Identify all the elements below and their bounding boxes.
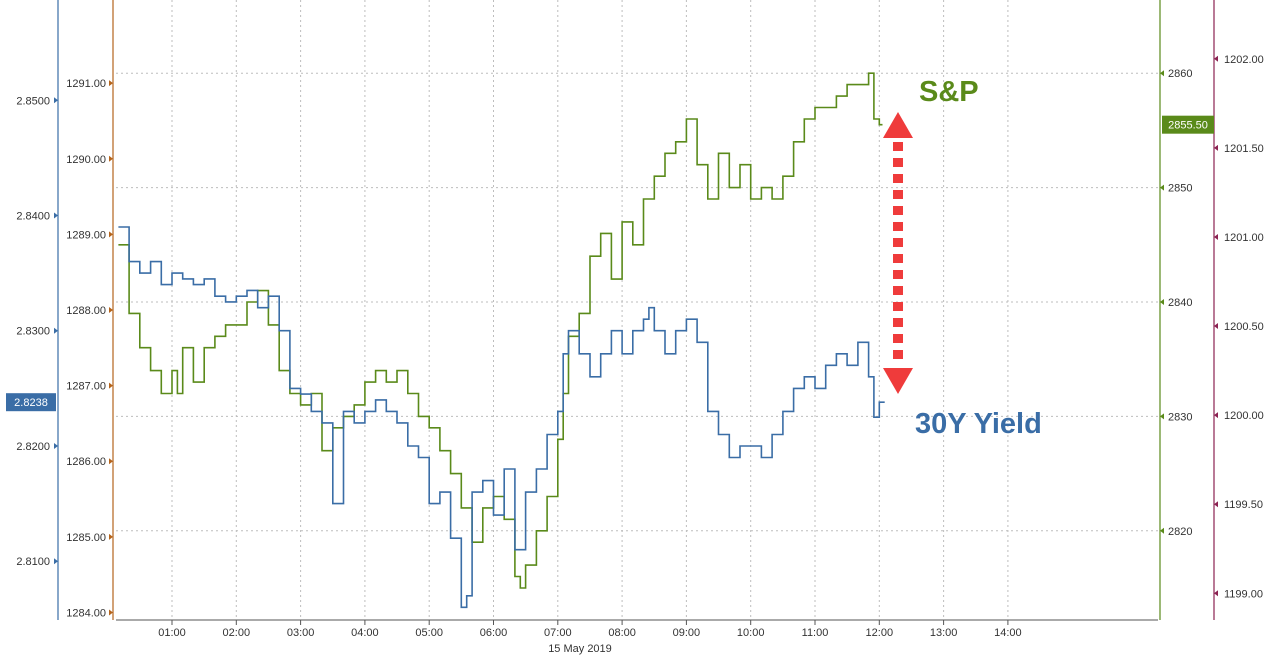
left-inner-tick-label: 1290.00 [66,154,106,166]
date-label: 15 May 2019 [548,643,612,655]
right-outer-tick-label: 1199.50 [1224,499,1263,511]
yield-tick-label: 2.8200 [16,441,50,453]
spx-tick-mark [1160,413,1164,420]
spx-tick-label: 2840 [1168,297,1192,309]
spx-tick-label: 2830 [1168,411,1192,423]
left-inner-tick-label: 1288.00 [66,305,106,317]
x-tick-label: 03:00 [287,627,315,639]
left-inner-tick-mark [109,155,113,162]
x-tick-label: 08:00 [608,627,636,639]
right-outer-tick-label: 1200.50 [1224,321,1264,333]
x-tick-label: 10:00 [737,627,765,639]
left-inner-tick-mark [109,458,113,465]
arrow-head-down [883,368,913,394]
left-inner-tick-label: 1286.00 [66,456,106,468]
arrow-head-up [883,112,913,138]
left-inner-tick-label: 1284.00 [66,607,106,619]
x-tick-label: 09:00 [673,627,701,639]
yield-tick-mark [54,327,58,334]
right-outer-tick-mark [1214,233,1218,240]
yield-annotation-label: 30Y Yield [915,408,1042,440]
left-inner-tick-mark [109,382,113,389]
spx-tick-label: 2820 [1168,526,1192,538]
yield-tick-mark [54,558,58,565]
right-outer-tick-label: 1201.00 [1224,232,1264,244]
x-tick-label: 11:00 [802,627,829,639]
left-inner-tick-label: 1285.00 [66,532,106,544]
yield-tick-mark [54,212,58,219]
yield-current-label: 2.8238 [14,397,48,409]
right-outer-tick-mark [1214,412,1218,419]
left-inner-tick-mark [109,80,113,87]
left-inner-tick-label: 1287.00 [66,381,106,393]
left-inner-tick-mark [109,307,113,313]
yield-series-line [118,226,885,609]
spx-tick-label: 2850 [1168,183,1192,195]
x-tick-label: 04:00 [351,627,379,639]
yield-tick-label: 2.8400 [16,211,50,223]
yield-tick-mark [54,442,58,449]
x-tick-label: 07:00 [544,627,572,639]
right-outer-tick-label: 1202.00 [1224,54,1264,66]
left-inner-tick-mark [109,231,113,238]
plot-area [118,72,885,609]
gridlines [116,0,1158,620]
right-outer-tick-mark [1214,501,1218,508]
left-inner-tick-mark [109,533,113,540]
x-tick-label: 02:00 [223,627,251,639]
spx-current-label: 2855.50 [1168,120,1208,132]
spx-current-tag [1162,115,1214,134]
spx-tick-label: 2860 [1168,68,1192,80]
right-outer-tick-label: 1200.00 [1224,410,1264,422]
yield-tick-mark [54,97,58,104]
spx-series-line [118,72,883,589]
x-tick-label: 12:00 [866,627,894,639]
x-tick-label: 01:00 [158,627,186,639]
spx-tick-mark [1160,184,1164,191]
x-tick-label: 13:00 [930,627,958,639]
right-outer-tick-mark [1214,144,1218,151]
right-outer-tick-mark [1214,55,1218,62]
right-outer-tick-mark [1214,323,1218,330]
right-outer-tick-mark [1214,590,1218,597]
spx-annotation-label: S&P [919,76,979,108]
left-inner-tick-mark [109,609,113,616]
yield-current-tag [6,393,56,412]
spx-tick-mark [1160,527,1164,534]
axes: 01:00 02:00 03:00 04:00 05:00 06:00 07:00 08:00… [6,0,1264,655]
x-tick-label: 05:00 [415,627,443,639]
right-outer-tick-label: 1199.00 [1224,588,1263,600]
annotations: S&P 30Y Yield [883,76,1042,440]
right-outer-tick-label: 1201.50 [1224,143,1264,155]
yield-tick-label: 2.8500 [16,95,50,107]
left-inner-tick-label: 1289.00 [66,229,106,241]
spx-tick-mark [1160,298,1164,305]
yield-tick-label: 2.8300 [16,326,50,338]
left-inner-tick-label: 1291.00 [66,78,106,90]
spx-tick-mark [1160,70,1164,77]
yield-tick-label: 2.8100 [16,556,50,568]
x-tick-label: 14:00 [994,627,1022,639]
x-tick-label: 06:00 [480,627,508,639]
